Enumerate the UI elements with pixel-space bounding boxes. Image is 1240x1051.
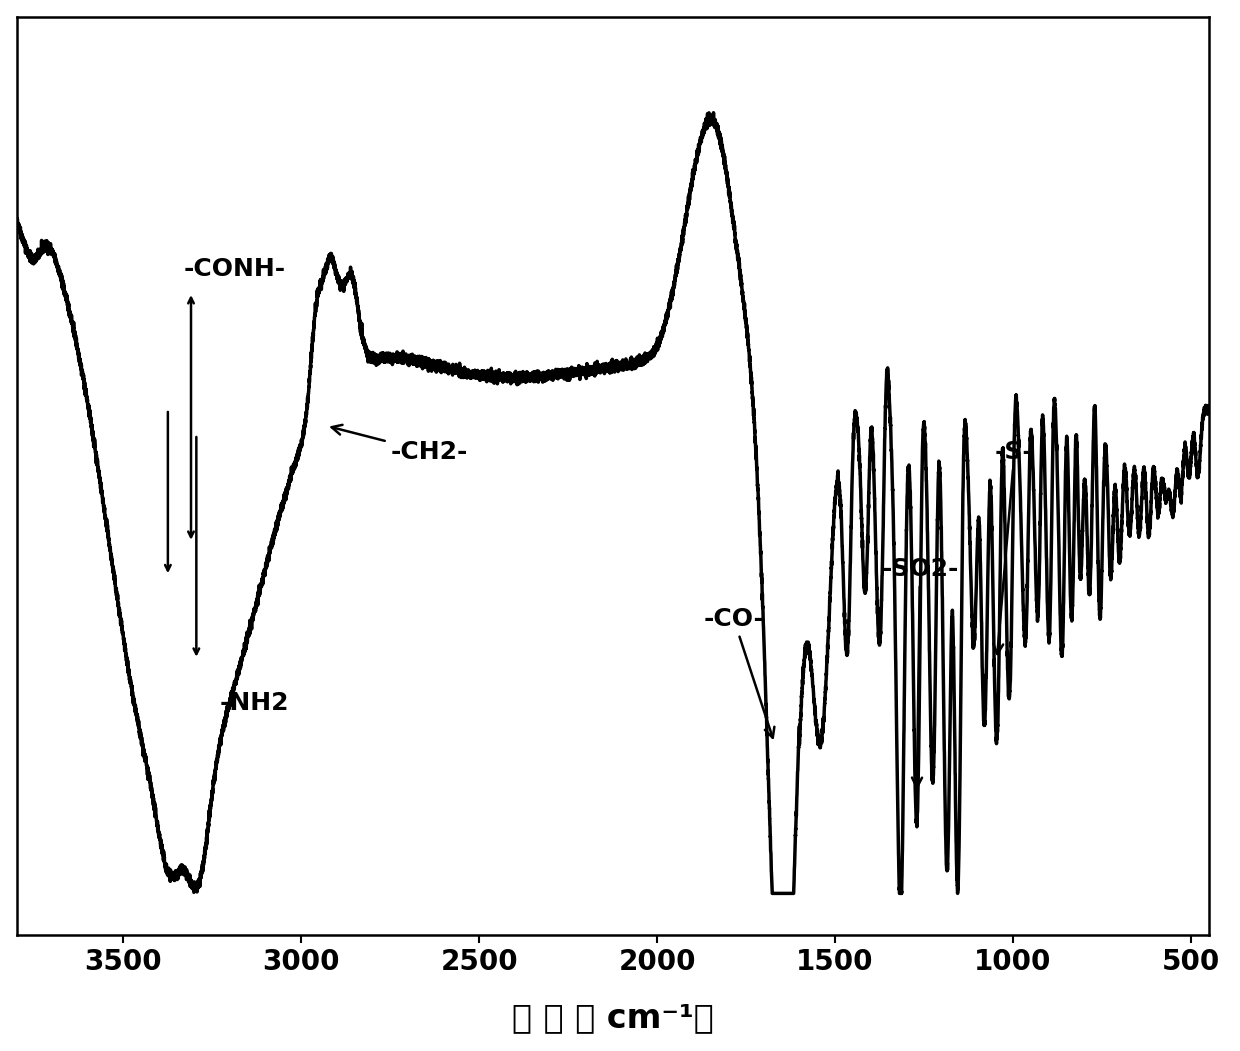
Text: -NH2: -NH2 [219, 691, 289, 715]
Text: -CONH-: -CONH- [184, 256, 286, 281]
X-axis label: 波 数 （ cm⁻¹）: 波 数 （ cm⁻¹） [512, 1002, 713, 1034]
Text: -CH2-: -CH2- [331, 425, 467, 465]
Text: -SO2-: -SO2- [882, 557, 959, 787]
Text: -S-: -S- [993, 440, 1034, 654]
Text: -CO-: -CO- [703, 607, 774, 738]
